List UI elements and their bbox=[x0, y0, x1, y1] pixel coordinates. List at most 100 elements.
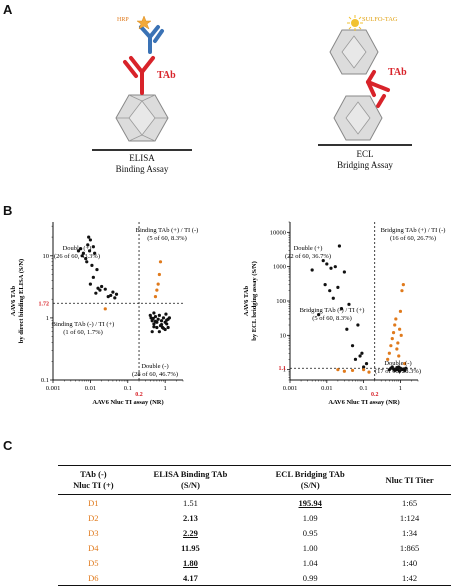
elisa-tab-antibody-icon bbox=[123, 56, 155, 95]
titer-value: 1:124 bbox=[399, 512, 420, 523]
data-point bbox=[152, 325, 156, 329]
data-point bbox=[111, 290, 115, 294]
data-point bbox=[79, 247, 83, 251]
data-point bbox=[323, 283, 327, 287]
data-point bbox=[153, 314, 158, 319]
data-point bbox=[166, 325, 170, 330]
quadrant-bottom-left-line1: Bridging TAb (-) / TI (+) bbox=[300, 307, 365, 314]
data-point bbox=[367, 370, 371, 374]
data-point bbox=[161, 316, 166, 320]
x-cutoff-label: 0.2 bbox=[135, 392, 143, 398]
y-axis-label-line1: AAV6 TAb bbox=[10, 286, 17, 317]
data-point bbox=[389, 344, 393, 348]
y-tick-label: 1 bbox=[283, 367, 286, 374]
y-tick-label: 10 bbox=[280, 332, 287, 339]
data-point bbox=[81, 251, 85, 255]
data-point bbox=[397, 354, 401, 358]
data-point bbox=[161, 326, 166, 330]
data-point bbox=[339, 307, 344, 311]
data-point bbox=[400, 289, 404, 293]
x-tick-label: 0.001 bbox=[46, 385, 61, 392]
data-point bbox=[103, 287, 107, 291]
y-tick-label: 1 bbox=[46, 315, 49, 322]
x-tick-label: 0.1 bbox=[360, 385, 368, 392]
data-point bbox=[88, 282, 92, 286]
y-axis-label-line1: AAV6 TAb bbox=[243, 286, 250, 317]
quadrant-bottom-right-line1: Double (-) bbox=[141, 363, 168, 370]
quadrant-top-left-line2: (26 of 60, 43.3%) bbox=[54, 253, 100, 260]
data-point bbox=[396, 341, 400, 345]
data-point bbox=[342, 369, 346, 373]
quadrant-top-right-line2: (5 of 60, 8.3%) bbox=[147, 235, 187, 242]
data-point bbox=[329, 266, 333, 270]
data-point bbox=[157, 272, 161, 277]
ecl-value: 0.95 bbox=[302, 527, 318, 538]
elisa-value: 2.13 bbox=[183, 512, 198, 523]
donor-id: D6 bbox=[58, 570, 129, 586]
data-point bbox=[109, 293, 113, 298]
donor-titer-table: TAb (-) Nluc TI (+) ELISA Binding TAb (S… bbox=[58, 465, 451, 586]
data-point bbox=[113, 296, 117, 300]
data-point bbox=[156, 282, 160, 286]
y-tick-label: 10000 bbox=[270, 229, 286, 236]
x-tick-label: 1 bbox=[399, 385, 402, 392]
x-tick-label: 0.1 bbox=[124, 385, 132, 392]
data-point bbox=[404, 366, 408, 370]
table-row: D1 1.51 195.94 1:65 bbox=[58, 495, 451, 511]
y-tick-label: 100 bbox=[276, 298, 286, 305]
col-elisa-header-line2: (S/N) bbox=[181, 480, 200, 490]
data-point bbox=[310, 268, 314, 272]
data-point bbox=[345, 327, 349, 331]
data-point bbox=[159, 319, 164, 323]
col-titer-header: Nluc TI Titer bbox=[368, 465, 451, 495]
data-point bbox=[84, 257, 88, 261]
data-point bbox=[87, 235, 91, 239]
data-point bbox=[347, 302, 351, 306]
x-tick-label: 0.001 bbox=[283, 385, 298, 392]
data-point bbox=[158, 260, 163, 264]
data-point bbox=[156, 317, 160, 321]
data-point bbox=[91, 275, 95, 279]
data-point bbox=[328, 289, 332, 293]
y-tick-label: 0.1 bbox=[41, 377, 49, 384]
data-point bbox=[401, 283, 405, 287]
y-tick-label: 1000 bbox=[273, 264, 286, 271]
data-point bbox=[362, 365, 366, 369]
table-row: D5 1.80 1.04 1:40 bbox=[58, 555, 451, 570]
quadrant-top-right-line1: Bridging TAb (+) / TI (-) bbox=[381, 227, 446, 234]
data-point bbox=[106, 295, 110, 299]
x-axis-label: AAV6 Nluc TI assay (NR) bbox=[328, 399, 399, 406]
data-point bbox=[80, 254, 84, 258]
quadrant-top-right-line1: Binding TAb (+) / TI (-) bbox=[136, 227, 199, 234]
table-header-row: TAb (-) Nluc TI (+) ELISA Binding TAb (S… bbox=[58, 465, 451, 495]
elisa-secondary-antibody-icon bbox=[139, 25, 164, 54]
table-row: D6 4.17 0.99 1:42 bbox=[58, 570, 451, 586]
ecl-value: 0.99 bbox=[252, 570, 369, 586]
quadrant-bottom-right-line2: (28 of 60, 46.7%) bbox=[132, 371, 178, 378]
data-point bbox=[399, 333, 403, 337]
donor-id: D2 bbox=[88, 512, 99, 523]
x-tick-label: 0.01 bbox=[321, 385, 332, 392]
elisa-capsid-icon bbox=[115, 94, 169, 142]
y-cutoff-label: 1.1 bbox=[279, 366, 287, 372]
ecl-tab-label: TAb bbox=[388, 67, 407, 78]
donor-id: D1 bbox=[88, 497, 99, 508]
data-point bbox=[353, 357, 358, 361]
data-point bbox=[114, 292, 119, 296]
quadrant-bottom-right-line1: Double (-) bbox=[384, 360, 411, 367]
data-point bbox=[86, 243, 90, 247]
data-point bbox=[157, 330, 161, 334]
data-point bbox=[317, 313, 321, 317]
quadrant-bottom-left-line2: (5 of 60, 8.3%) bbox=[312, 315, 352, 322]
quadrant-top-right-line2: (16 of 60, 26.7%) bbox=[390, 235, 436, 242]
panel-a-letter: A bbox=[3, 2, 13, 17]
elisa-caption-line1: ELISA bbox=[129, 153, 155, 163]
col-ecl-header-line2: (S/N) bbox=[300, 480, 320, 490]
data-point bbox=[362, 368, 366, 372]
data-point bbox=[164, 312, 168, 316]
y-tick-label: 10 bbox=[43, 253, 50, 260]
x-tick-label: 0.01 bbox=[85, 385, 96, 392]
x-cutoff-label: 0.2 bbox=[371, 392, 379, 398]
col-donor-header-line2: Nluc TI (+) bbox=[73, 480, 114, 490]
ecl-value: 1.09 bbox=[302, 512, 318, 523]
